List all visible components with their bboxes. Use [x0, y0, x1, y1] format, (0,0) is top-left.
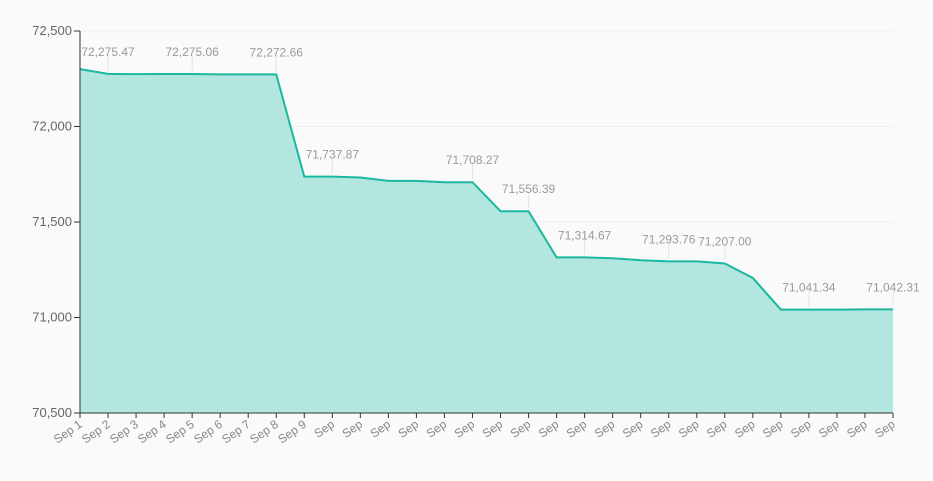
y-axis: 70,500 71,000 71,500 72,000 72,500	[32, 23, 81, 420]
y-tick-label: 71,000	[32, 310, 72, 325]
area-fill	[80, 69, 893, 413]
x-tick-label: Sep 4	[135, 417, 169, 447]
data-label: 72,275.47	[81, 45, 135, 59]
data-label: 71,042.31	[866, 280, 920, 294]
x-tick-label: Sep	[452, 417, 478, 441]
x-tick-label: Sep	[872, 417, 898, 441]
series-line	[79, 68, 893, 311]
x-tick-label: Sep	[704, 417, 730, 441]
y-tick-label: 71,500	[32, 214, 72, 229]
x-tick-label: Sep 6	[191, 417, 225, 447]
x-tick-label: Sep	[592, 417, 618, 441]
x-tick-label: Sep	[788, 417, 814, 441]
x-tick-label: Sep 8	[247, 417, 281, 447]
data-label: 71,314.67	[558, 228, 612, 242]
x-tick-label: Sep 7	[219, 417, 253, 447]
x-tick-label: Sep 3	[107, 417, 141, 447]
x-tick-label: Sep	[732, 417, 758, 441]
data-label: 71,293.76	[642, 232, 696, 246]
x-tick-label: Sep	[564, 417, 590, 441]
x-tick-label: Sep	[816, 417, 842, 441]
data-label: 71,556.39	[502, 182, 556, 196]
x-tick-label: Sep	[396, 417, 422, 441]
x-tick-label: Sep	[508, 417, 534, 441]
x-tick-label: Sep	[312, 417, 338, 441]
x-tick-label: Sep	[844, 417, 870, 441]
y-tick-label: 72,000	[32, 119, 72, 134]
data-label: 72,275.06	[165, 45, 219, 59]
x-tick-label: Sep 2	[79, 417, 113, 447]
x-tick-label: Sep	[676, 417, 702, 441]
x-tick-label: Sep	[536, 417, 562, 441]
data-label: 71,737.87	[306, 148, 360, 162]
x-tick-label: Sep 1	[51, 417, 85, 447]
x-tick-label: Sep 9	[275, 417, 309, 447]
x-tick-label: Sep	[648, 417, 674, 441]
x-tick-label: Sep	[368, 417, 394, 441]
data-labels: 72,275.47 72,275.06 72,272.66 71,737.87 71,7…	[81, 45, 920, 307]
data-label: 71,041.34	[782, 281, 836, 295]
x-tick-label: Sep	[760, 417, 786, 441]
x-tick-label: Sep	[340, 417, 366, 441]
data-label: 71,207.00	[698, 234, 752, 248]
data-label: 71,708.27	[446, 153, 500, 167]
x-tick-label: Sep	[480, 417, 506, 441]
x-tick-label: Sep 5	[163, 417, 197, 447]
x-tick-label: Sep	[424, 417, 450, 441]
y-tick-label: 70,500	[32, 405, 72, 420]
y-tick-label: 72,500	[32, 23, 72, 38]
x-tick-label: Sep	[620, 417, 646, 441]
data-label: 72,272.66	[250, 45, 304, 59]
